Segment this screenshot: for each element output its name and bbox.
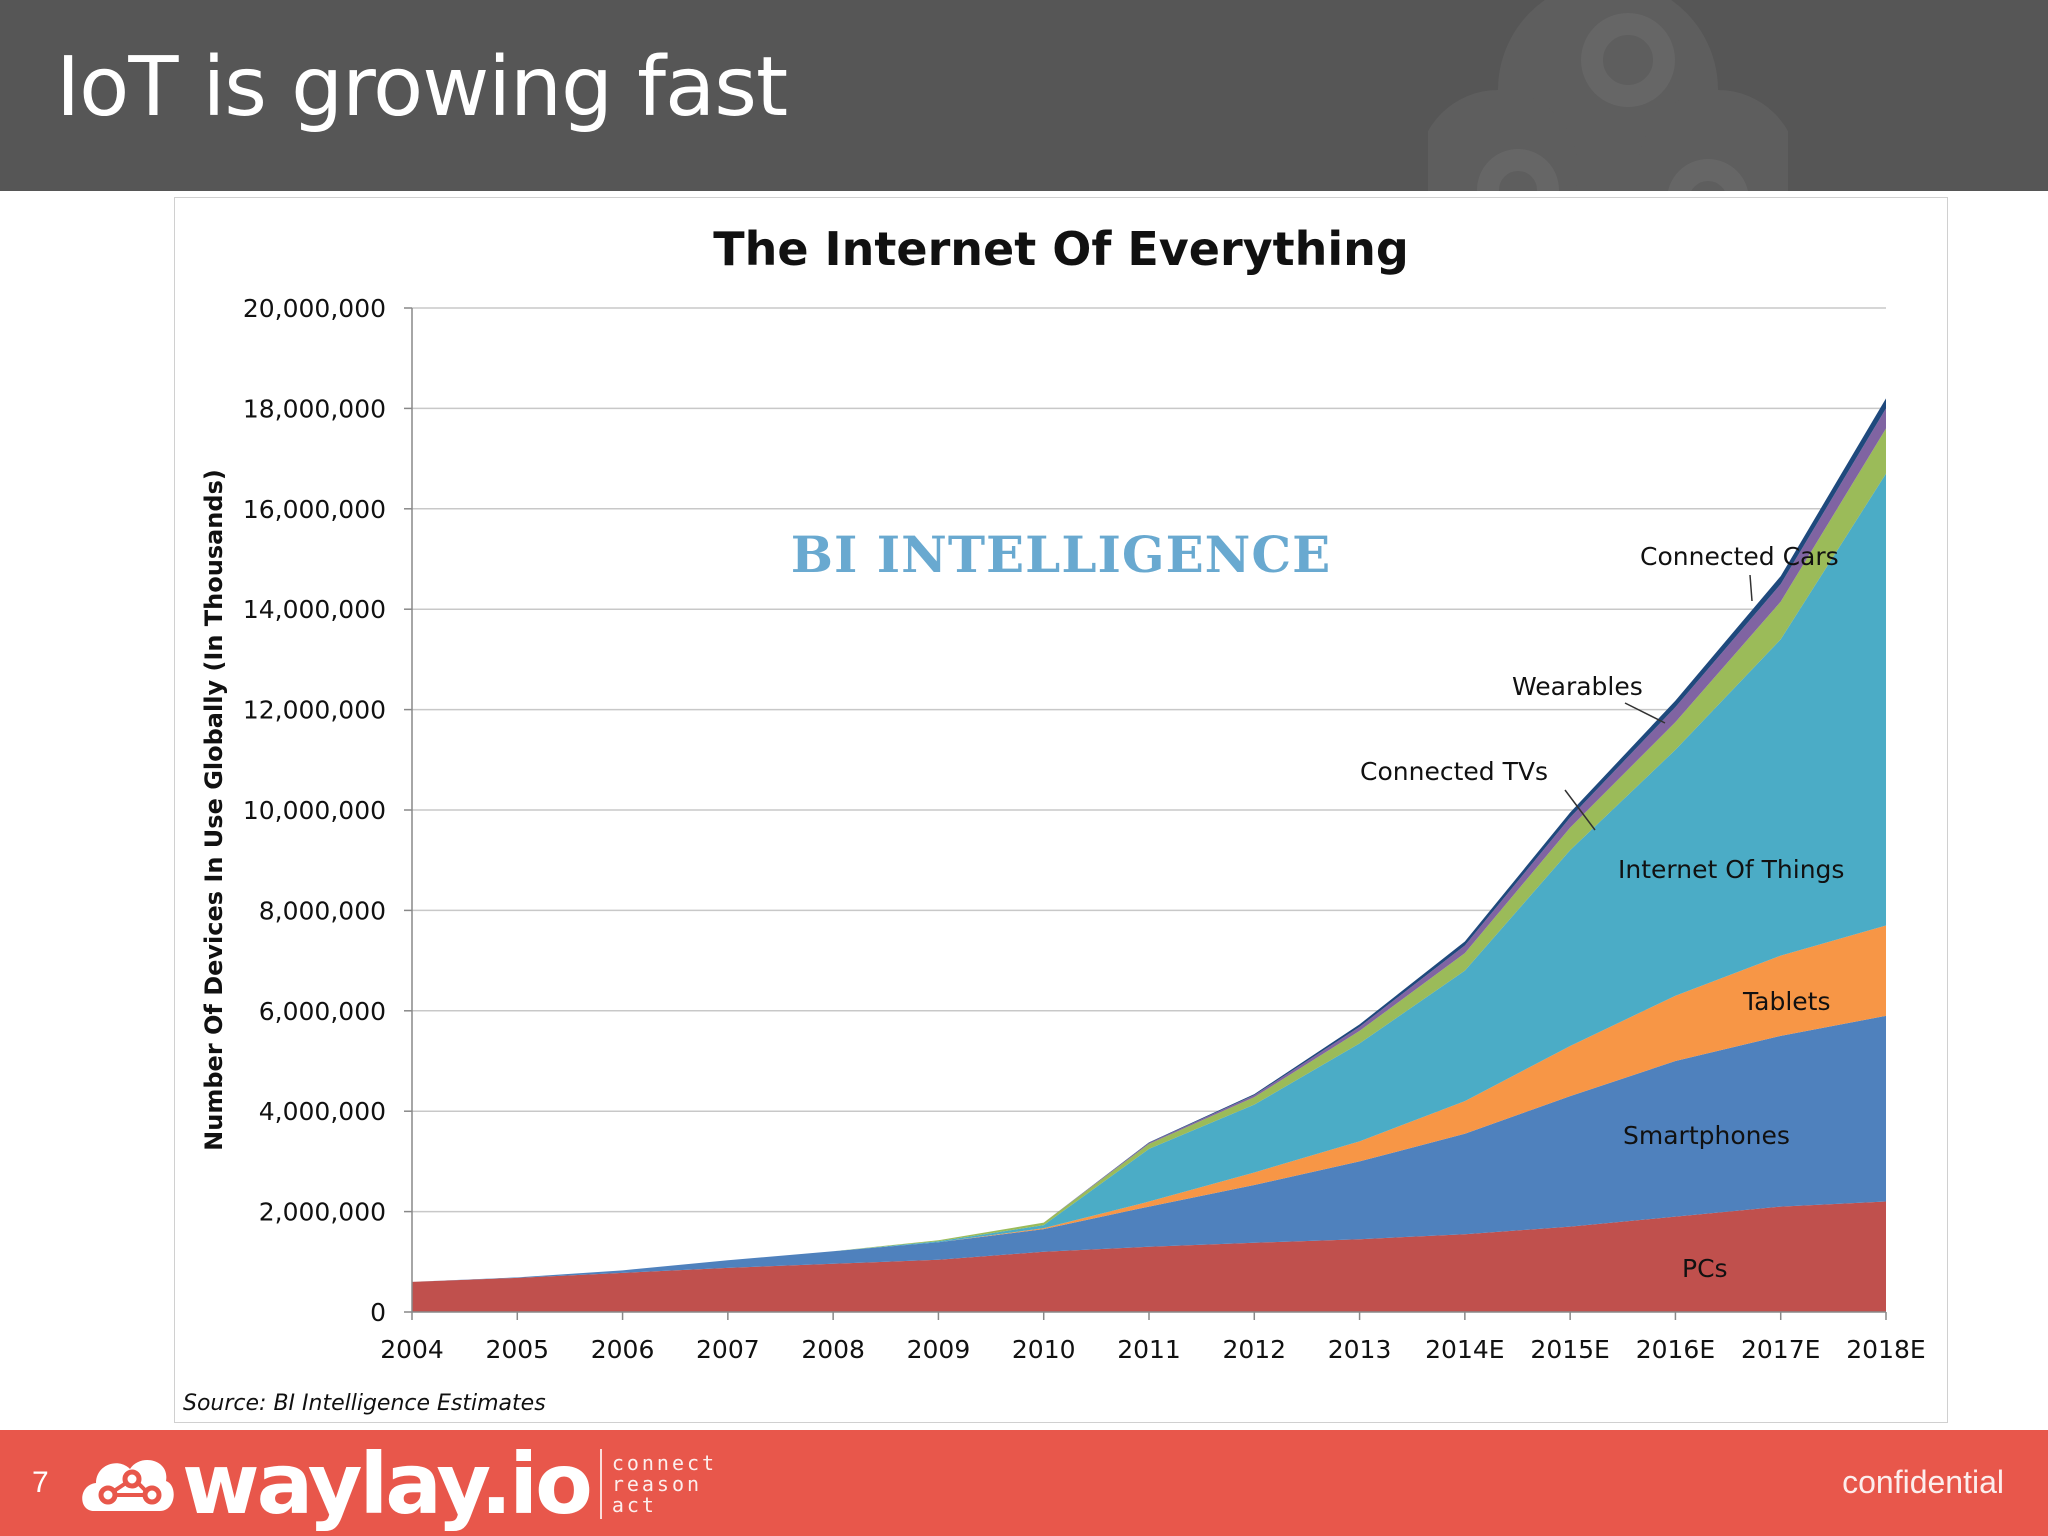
x-tick-label: 2010 — [1012, 1335, 1076, 1364]
x-tick-label: 2013 — [1328, 1335, 1392, 1364]
y-tick-label: 10,000,000 — [243, 796, 386, 825]
chart-title: The Internet Of Everything — [713, 222, 1409, 276]
area-smartphones — [412, 1015, 1886, 1282]
y-tick-label: 8,000,000 — [259, 896, 386, 925]
slide-header: IoT is growing fast — [0, 0, 2048, 191]
waylay-logo: waylay.io connect reason act — [80, 1435, 718, 1533]
x-tick-label: 2012 — [1222, 1335, 1286, 1364]
chart-container: The Internet Of Everything 0 2,000,000 4,00… — [174, 197, 1948, 1423]
tagline-line: act — [611, 1492, 657, 1517]
x-tick-label: 2005 — [485, 1335, 549, 1364]
y-axis-title: Number Of Devices In Use Globally (In Th… — [200, 469, 228, 1151]
page-number: 7 — [32, 1466, 49, 1499]
y-tick-label: 6,000,000 — [259, 997, 386, 1026]
y-tick-label: 14,000,000 — [243, 595, 386, 624]
y-tick-label: 20,000,000 — [243, 294, 386, 323]
x-tick-label: 2007 — [696, 1335, 760, 1364]
tagline-line: reason — [611, 1471, 703, 1496]
x-tick-label: 2017E — [1741, 1335, 1820, 1364]
area-pcs — [412, 1201, 1886, 1312]
x-tick-label: 2009 — [907, 1335, 971, 1364]
x-tick-label: 2015E — [1530, 1335, 1609, 1364]
series-label-connected-tvs: Connected TVs — [1360, 757, 1548, 786]
x-tick-label: 2018E — [1846, 1335, 1925, 1364]
series-label-tablets: Tablets — [1742, 987, 1830, 1016]
x-tick-label: 2008 — [801, 1335, 865, 1364]
cloud-logo-watermark-icon — [1428, 0, 1788, 191]
tagline-line: connect — [611, 1450, 718, 1475]
y-tick-label: 18,000,000 — [243, 394, 386, 423]
leader-line — [1749, 574, 1753, 602]
stacked-area-chart: The Internet Of Everything 0 2,000,000 4,00… — [183, 222, 1926, 1416]
brand-separator — [599, 1449, 602, 1519]
area-internet-of-things — [412, 473, 1886, 1282]
x-tick-label: 2006 — [591, 1335, 655, 1364]
y-tick-label: 0 — [370, 1298, 386, 1327]
brand-tagline: connect reason act — [611, 1450, 718, 1517]
source-note: Source: BI Intelligence Estimates — [183, 1391, 546, 1416]
y-tick-label: 12,000,000 — [243, 696, 386, 725]
slide-title: IoT is growing fast — [56, 40, 788, 135]
series-label-smartphones: Smartphones — [1623, 1121, 1790, 1150]
y-tick-label: 2,000,000 — [259, 1198, 386, 1227]
x-tick-label: 2016E — [1636, 1335, 1715, 1364]
y-tick-label: 16,000,000 — [243, 495, 386, 524]
series-label-connected-cars: Connected Cars — [1640, 542, 1839, 571]
x-tick-label: 2004 — [380, 1335, 444, 1364]
x-tick-label: 2011 — [1117, 1335, 1181, 1364]
leader-line — [1564, 789, 1596, 831]
y-tick-label: 4,000,000 — [259, 1097, 386, 1126]
confidential-label: confidential — [1842, 1464, 2004, 1500]
waylay-cloud-icon — [82, 1459, 174, 1511]
leader-line — [1624, 702, 1666, 724]
slide-footer: 7 waylay.io connect reason act confident… — [0, 1430, 2048, 1536]
series-label-internet-of-things: Internet Of Things — [1618, 855, 1844, 884]
series-label-pcs: PCs — [1682, 1254, 1728, 1283]
series-label-wearables: Wearables — [1512, 672, 1643, 701]
x-tick-label: 2014E — [1425, 1335, 1504, 1364]
brand-name: waylay.io — [182, 1435, 593, 1533]
bi-intelligence-watermark: BI INTELLIGENCE — [791, 525, 1332, 584]
